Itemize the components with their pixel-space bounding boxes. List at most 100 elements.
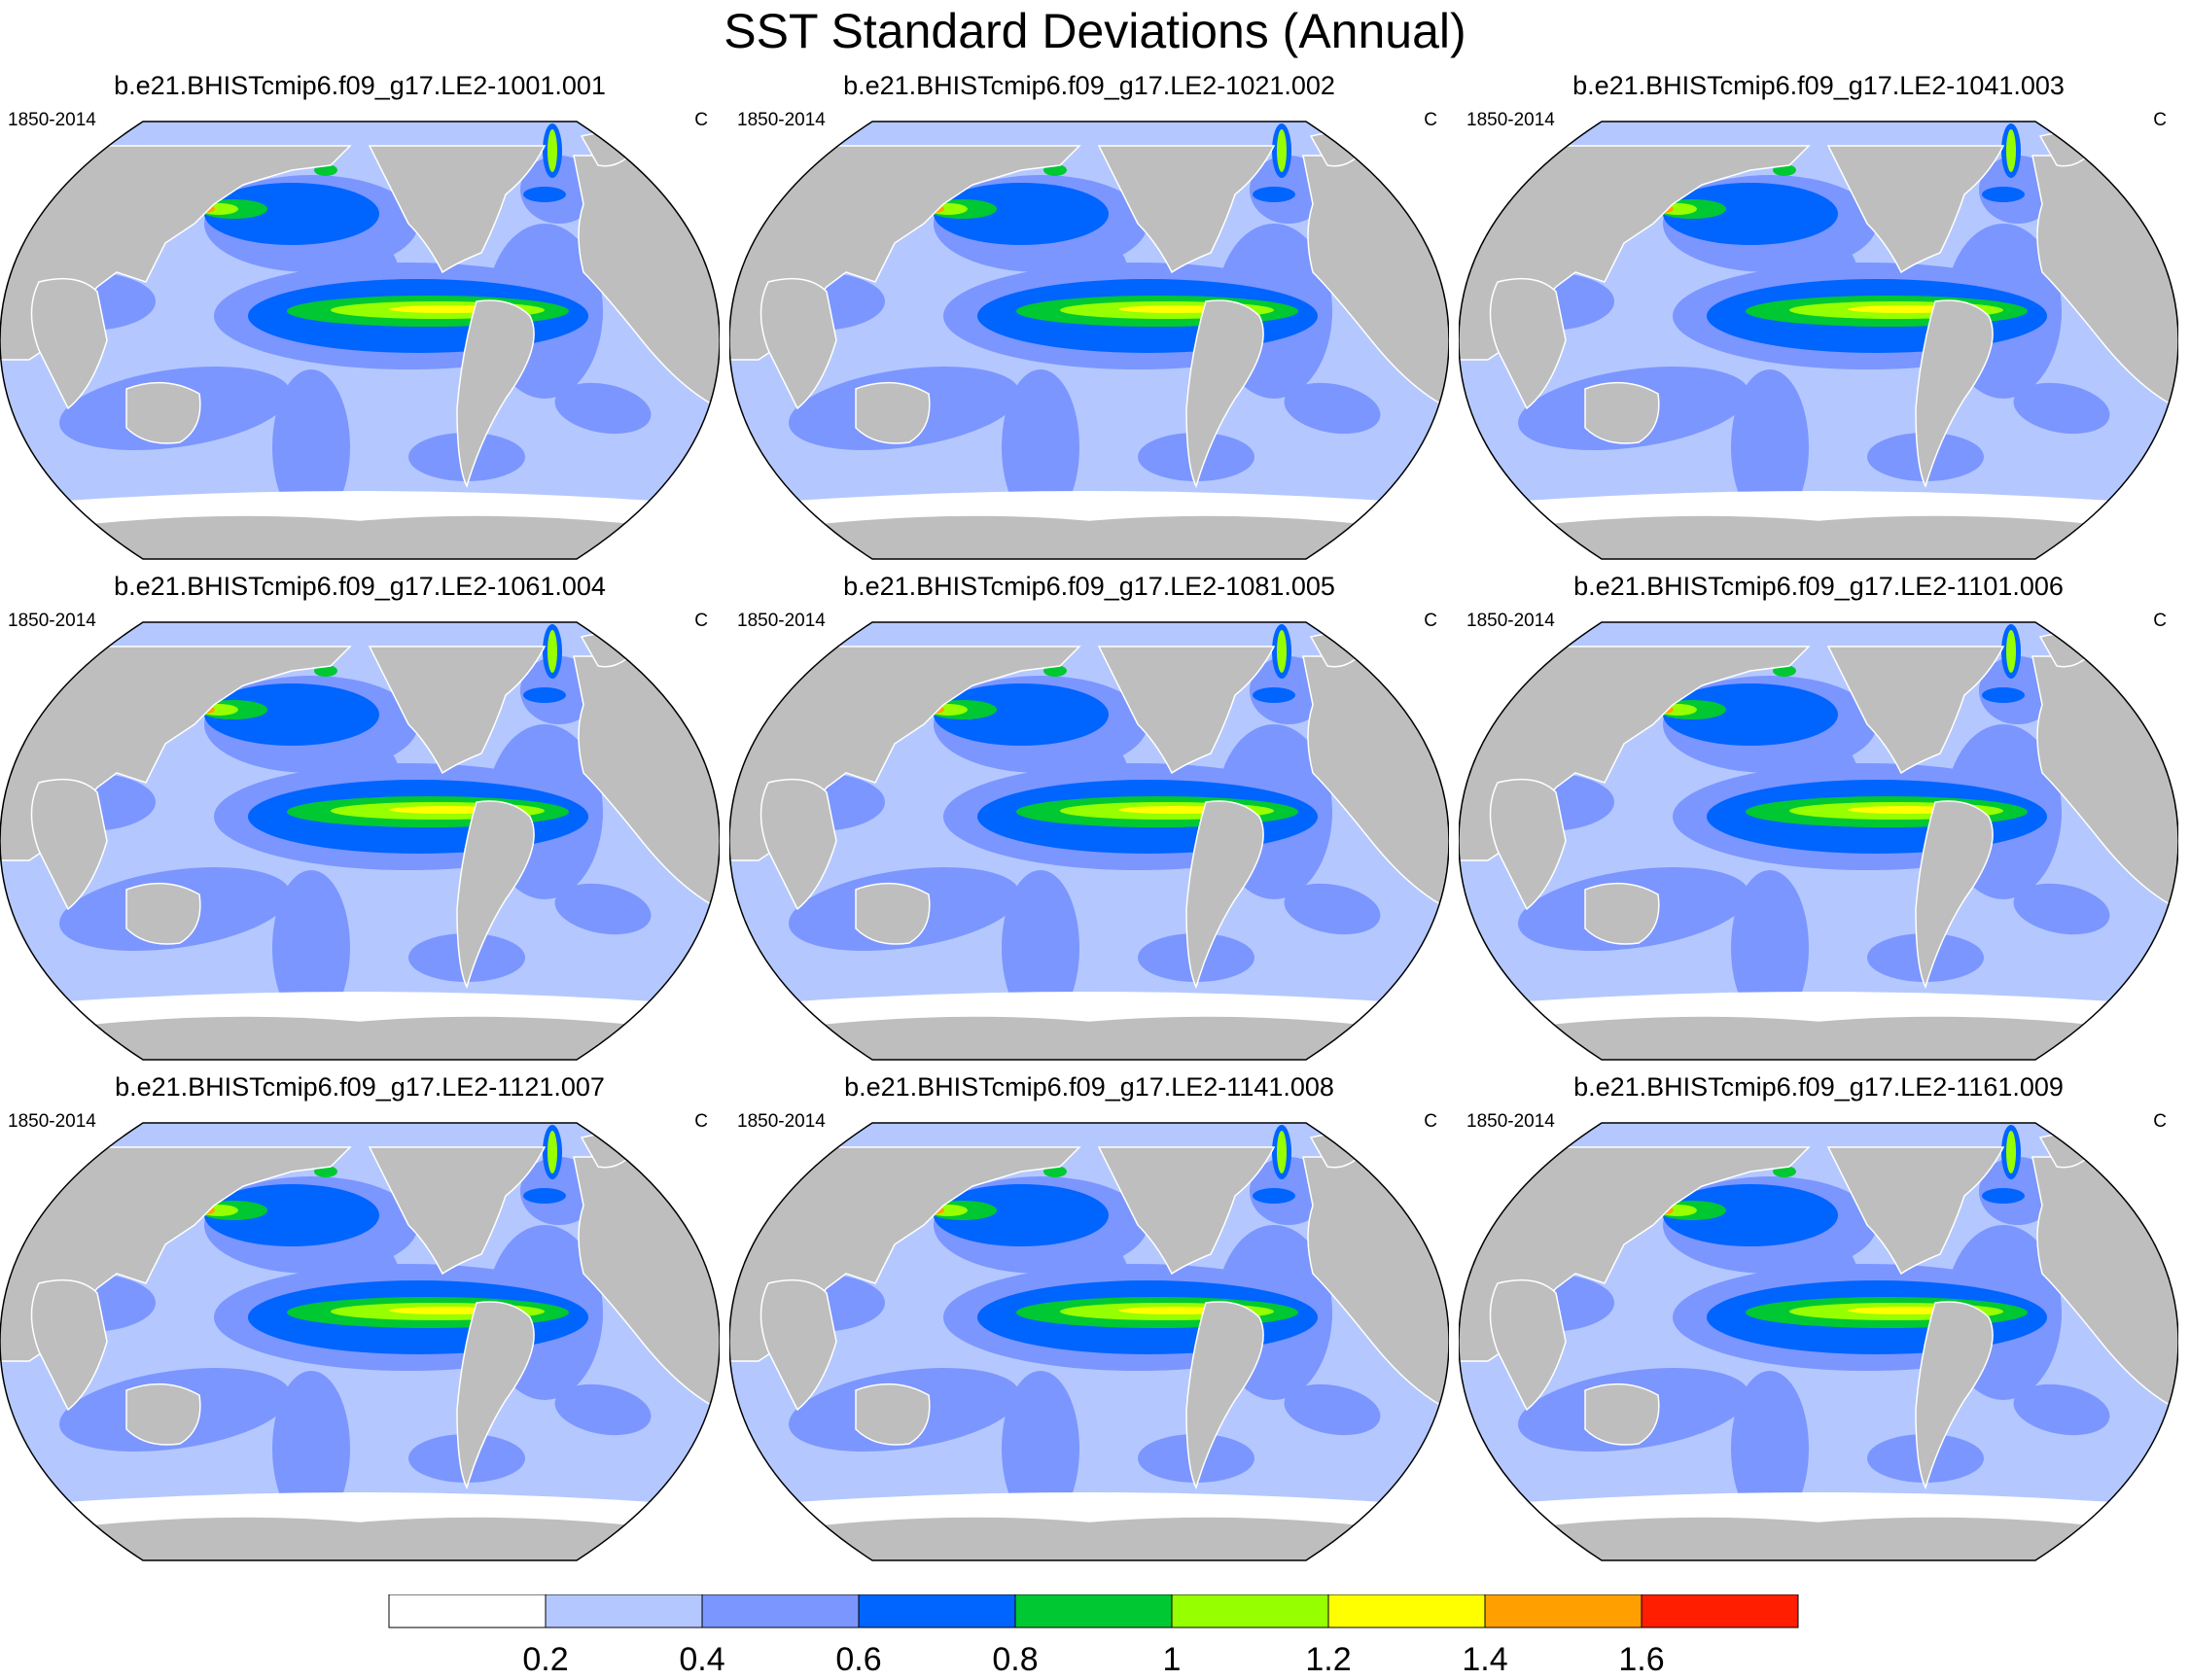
sst-contour-1 [548,129,557,172]
land-mass [125,381,201,444]
map-panel: b.e21.BHISTcmip6.f09_g17.LE2-1161.009 185… [1459,1069,2178,1565]
panel-units: C [2153,1111,2167,1132]
colorbar-box [701,1594,860,1628]
sst-contour-1 [2006,630,2016,673]
land-mass [30,277,108,410]
land-mass [759,277,837,410]
land-mass [30,1278,108,1412]
land-mass [855,882,931,945]
colorbar: 0.2 0.4 0.6 0.8 1 1.2 1.4 1.6 [388,1594,1799,1678]
land-mass [30,778,108,911]
land-mass [1185,299,1264,489]
panel-units: C [1424,1111,1437,1132]
land-mass [1915,299,1994,489]
sst-contour-0.4 [554,1383,652,1436]
colorbar-box [1014,1594,1173,1628]
land-mass [1584,882,1660,945]
sst-contour-0.6 [1253,1188,1295,1204]
sst-contour-0.6 [1982,187,2025,202]
sst-contour-1 [2006,1131,2016,1173]
sst-contour-0.4 [1284,1383,1381,1436]
land-mass [729,1516,1449,1560]
panel-units: C [1424,611,1437,631]
sst-contour-0.6 [1253,187,1295,202]
sst-contour-1 [548,630,557,673]
land-mass [1489,778,1567,911]
map-panel: b.e21.BHISTcmip6.f09_g17.LE2-1061.004 185… [0,569,720,1065]
land-mass [1489,1278,1567,1412]
sst-contour-0.4 [2013,883,2110,935]
map-panel: b.e21.BHISTcmip6.f09_g17.LE2-1121.007 185… [0,1069,720,1565]
sst-contour-1 [1277,630,1287,673]
colorbar-box [545,1594,703,1628]
colorbar-label: 1.2 [1305,1641,1351,1678]
panel-period: 1850-2014 [8,110,96,130]
colorbar-label: 1 [1163,1641,1182,1678]
sst-contour-0.6 [523,687,566,703]
land-mass [1459,514,2178,559]
colorbar-box [1327,1594,1486,1628]
sst-contour-1 [548,1131,557,1173]
land-mass [759,778,837,911]
sst-contour-0.6 [1663,183,1838,245]
panel-title: b.e21.BHISTcmip6.f09_g17.LE2-1041.003 [1572,71,2065,100]
panel-title: b.e21.BHISTcmip6.f09_g17.LE2-1021.002 [843,71,1335,100]
land-mass [1459,1516,2178,1560]
land-mass [855,1382,931,1446]
land-mass [1915,1301,1994,1490]
robinson-map [729,121,1449,560]
land-mass [0,1516,720,1560]
land-mass [1097,646,1276,775]
sst-contour-0.4 [272,369,350,525]
land-mass [456,800,535,990]
land-mass [1915,800,1994,990]
sst-contour-0.6 [934,183,1109,245]
map-panel: b.e21.BHISTcmip6.f09_g17.LE2-1141.008 185… [729,1069,1449,1565]
panel-title: b.e21.BHISTcmip6.f09_g17.LE2-1141.008 [844,1072,1334,1102]
map-panel: b.e21.BHISTcmip6.f09_g17.LE2-1021.002 185… [729,68,1449,564]
colorbar-label: 0.4 [679,1641,724,1678]
panel-period: 1850-2014 [1466,110,1555,130]
panel-period: 1850-2014 [737,110,826,130]
panel-title: b.e21.BHISTcmip6.f09_g17.LE2-1001.001 [114,71,606,100]
panel-units: C [2153,110,2167,130]
land-mass [1185,800,1264,990]
land-mass [729,514,1449,559]
land-mass [125,1382,201,1446]
sst-contour-0.4 [554,883,652,935]
colorbar-label: 1.6 [1618,1641,1664,1678]
sst-contour-0.6 [204,183,379,245]
colorbar-label: 0.2 [522,1641,568,1678]
map-panel: b.e21.BHISTcmip6.f09_g17.LE2-1081.005 185… [729,569,1449,1065]
panel-title: b.e21.BHISTcmip6.f09_g17.LE2-1061.004 [114,572,606,601]
map-outline [1459,121,2178,560]
panel-period: 1850-2014 [8,611,96,631]
sst-contour-0.6 [1982,1188,2025,1204]
land-mass [125,882,201,945]
map-outline [0,121,720,560]
land-mass [456,299,535,489]
sst-contour-0.4 [1002,1371,1079,1526]
sst-contour-0.4 [272,1371,350,1526]
sst-contour-0.4 [554,382,652,435]
sst-contour-0.4 [2013,1383,2110,1436]
map-outline [729,621,1449,1061]
land-mass [0,514,720,559]
colorbar-box [858,1594,1016,1628]
panel-title: b.e21.BHISTcmip6.f09_g17.LE2-1081.005 [843,572,1335,601]
robinson-map [1459,121,2178,560]
colorbar-label: 0.6 [835,1641,881,1678]
panel-period: 1850-2014 [737,611,826,631]
robinson-map [729,621,1449,1061]
map-outline [729,121,1449,560]
sst-contour-0.6 [934,1184,1109,1246]
map-outline [1459,1122,2178,1561]
panel-period: 1850-2014 [1466,611,1555,631]
land-mass [368,1146,547,1276]
sst-contour-0.6 [1982,687,2025,703]
panel-units: C [1424,110,1437,130]
panel-period: 1850-2014 [1466,1111,1555,1132]
panel-units: C [694,110,708,130]
map-outline [729,1122,1449,1561]
panel-units: C [694,1111,708,1132]
